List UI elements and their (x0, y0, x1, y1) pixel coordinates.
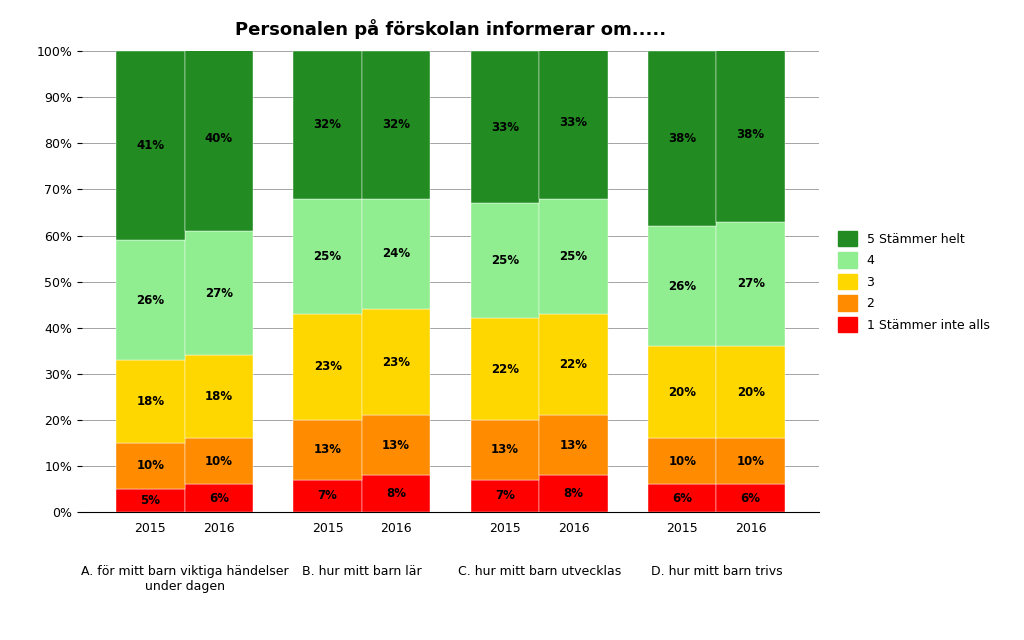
Text: D. hur mitt barn trivs: D. hur mitt barn trivs (650, 564, 782, 578)
Bar (184, 47, 253, 231)
Text: 32%: 32% (382, 118, 411, 131)
Text: 40%: 40% (205, 132, 233, 145)
Bar (540, 198, 607, 314)
Text: 6%: 6% (209, 492, 229, 505)
Bar (184, 355, 253, 438)
Text: 23%: 23% (382, 356, 411, 369)
Bar (717, 484, 785, 512)
Bar (648, 346, 717, 438)
Text: 33%: 33% (490, 121, 519, 134)
Bar (184, 231, 253, 355)
Bar (648, 227, 717, 346)
Bar (294, 480, 361, 512)
Text: 33%: 33% (559, 116, 588, 129)
Bar (471, 204, 540, 319)
Bar (717, 438, 785, 484)
Text: 20%: 20% (669, 386, 696, 399)
Bar (116, 489, 184, 512)
Text: 18%: 18% (136, 395, 165, 408)
Bar (471, 51, 540, 204)
Text: A. för mitt barn viktiga händelser
under dagen: A. för mitt barn viktiga händelser under… (81, 564, 289, 593)
Bar (294, 198, 361, 314)
Text: 7%: 7% (317, 490, 338, 502)
Text: 6%: 6% (740, 492, 761, 505)
Bar (540, 475, 607, 512)
Bar (471, 319, 540, 420)
Bar (471, 480, 540, 512)
Bar (294, 420, 361, 480)
Text: 32%: 32% (313, 118, 342, 131)
Text: 10%: 10% (205, 455, 232, 468)
Text: 8%: 8% (563, 487, 584, 500)
Bar (361, 415, 430, 475)
Bar (540, 314, 607, 415)
Text: 8%: 8% (386, 487, 407, 500)
Bar (184, 484, 253, 512)
Text: 5%: 5% (140, 494, 161, 507)
Bar (361, 309, 430, 415)
Bar (717, 47, 785, 221)
Text: 13%: 13% (313, 444, 342, 456)
Text: 41%: 41% (136, 139, 165, 152)
Text: 25%: 25% (490, 254, 519, 268)
Bar (717, 221, 785, 346)
Text: 20%: 20% (736, 386, 765, 399)
Bar (361, 198, 430, 309)
Bar (294, 51, 361, 198)
Text: 38%: 38% (736, 127, 765, 141)
Text: 13%: 13% (382, 438, 411, 452)
Text: 22%: 22% (559, 358, 588, 371)
Text: B. hur mitt barn lär: B. hur mitt barn lär (302, 564, 422, 578)
Bar (294, 314, 361, 420)
Text: 26%: 26% (668, 280, 696, 292)
Bar (648, 438, 717, 484)
Text: 13%: 13% (490, 444, 519, 456)
Text: 23%: 23% (313, 360, 342, 373)
Text: 24%: 24% (382, 248, 411, 260)
Title: Personalen på förskolan informerar om.....: Personalen på förskolan informerar om...… (234, 19, 667, 38)
Text: 13%: 13% (559, 438, 588, 452)
Text: 7%: 7% (495, 490, 515, 502)
Bar (361, 51, 430, 198)
Text: 27%: 27% (205, 287, 232, 300)
Text: 25%: 25% (313, 250, 342, 263)
Bar (717, 346, 785, 438)
Text: 27%: 27% (736, 277, 765, 291)
Text: 10%: 10% (669, 455, 696, 468)
Text: 22%: 22% (490, 363, 519, 376)
Bar (361, 475, 430, 512)
Bar (116, 240, 184, 360)
Text: 6%: 6% (672, 492, 692, 505)
Bar (648, 51, 717, 227)
Text: 10%: 10% (136, 460, 165, 472)
Text: 18%: 18% (205, 390, 233, 403)
Bar (116, 360, 184, 443)
Text: 10%: 10% (736, 455, 765, 468)
Text: 26%: 26% (136, 294, 165, 307)
Legend: 5 Stämmer helt, 4, 3, 2, 1 Stämmer inte alls: 5 Stämmer helt, 4, 3, 2, 1 Stämmer inte … (833, 226, 994, 337)
Text: 25%: 25% (559, 250, 588, 263)
Bar (471, 420, 540, 480)
Text: C. hur mitt barn utvecklas: C. hur mitt barn utvecklas (458, 564, 621, 578)
Text: 38%: 38% (668, 132, 696, 145)
Bar (116, 443, 184, 489)
Bar (648, 484, 717, 512)
Bar (540, 47, 607, 198)
Bar (184, 438, 253, 484)
Bar (116, 51, 184, 240)
Bar (540, 415, 607, 475)
